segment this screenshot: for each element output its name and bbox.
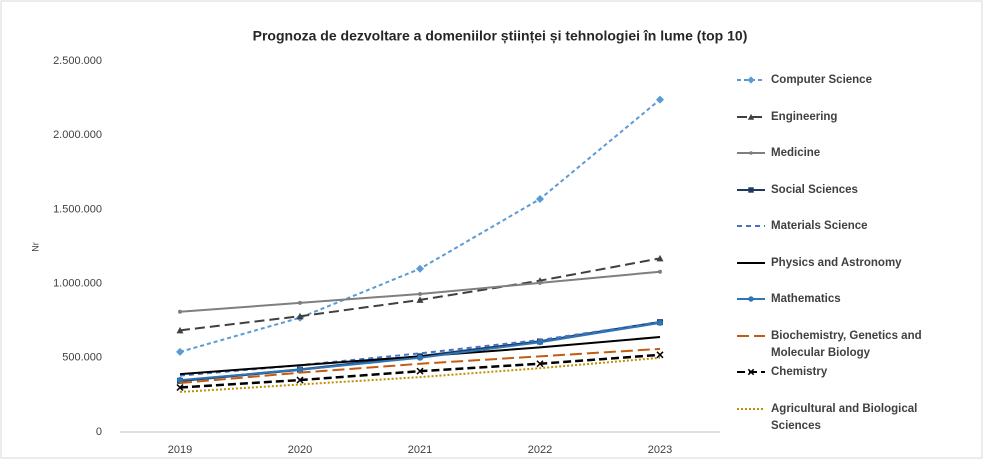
legend-swatch xyxy=(737,407,765,410)
legend-item: Biochemistry, Genetics and Molecular Bio… xyxy=(735,328,970,362)
marker xyxy=(177,377,183,384)
marker xyxy=(657,319,663,326)
marker xyxy=(747,368,755,376)
marker xyxy=(748,296,754,302)
marker xyxy=(176,383,184,392)
marker xyxy=(416,264,424,273)
y-tick-label: 2.000.000 xyxy=(53,129,102,141)
x-tick-label: 2019 xyxy=(168,444,192,456)
legend-swatch xyxy=(737,368,765,376)
legend-swatch xyxy=(737,334,765,337)
marker xyxy=(656,351,664,359)
marker xyxy=(747,76,755,84)
legend-item: Mathematics xyxy=(735,291,970,308)
legend-swatch xyxy=(737,186,765,193)
series-line xyxy=(179,356,661,393)
marker xyxy=(296,312,304,320)
marker xyxy=(416,367,424,375)
marker xyxy=(658,269,662,274)
marker xyxy=(418,291,422,296)
legend-swatch xyxy=(737,225,765,227)
legend-label: Mathematics xyxy=(771,293,841,305)
marker xyxy=(298,300,302,305)
y-tick-label: 0 xyxy=(96,426,102,438)
marker xyxy=(178,309,182,314)
chart-title: Prognoza de dezvoltare a domeniilor știi… xyxy=(253,28,748,44)
y-tick-label: 500.000 xyxy=(62,352,102,364)
marker xyxy=(536,360,544,368)
marker xyxy=(656,254,664,262)
legend-label: Chemistry xyxy=(771,366,828,378)
legend-label: Physics and Astronomy xyxy=(771,256,902,269)
marker xyxy=(536,195,544,204)
legend-item: Materials Science xyxy=(735,218,970,235)
legend-label: Social Sciences xyxy=(771,183,858,196)
legend-swatch xyxy=(737,76,765,84)
x-tick-label: 2021 xyxy=(408,444,432,456)
marker xyxy=(297,366,303,373)
marker xyxy=(417,354,423,361)
legend-swatch xyxy=(737,261,765,264)
series-line xyxy=(179,347,661,385)
legend-label: Computer Science xyxy=(771,74,872,86)
legend-item: Social Sciences xyxy=(735,182,970,199)
x-tick-label: 2020 xyxy=(288,444,312,456)
legend-item: Medicine xyxy=(735,145,970,162)
legend-label: Materials Science xyxy=(771,220,868,232)
marker xyxy=(537,339,543,346)
y-axis-label: Nr xyxy=(30,242,40,252)
marker xyxy=(749,151,753,155)
legend-label: Medicine xyxy=(771,147,821,159)
marker xyxy=(416,296,424,303)
legend-item: Engineering xyxy=(735,109,970,126)
legend-item: Physics and Astronomy xyxy=(735,255,970,272)
marker xyxy=(747,113,755,120)
x-tick-label: 2022 xyxy=(528,444,552,456)
marker xyxy=(176,347,184,356)
legend-label: Engineering xyxy=(771,110,838,123)
marker xyxy=(296,376,304,384)
marker xyxy=(656,95,664,104)
legend-item: Chemistry xyxy=(735,364,970,381)
y-tick-label: 1.500.000 xyxy=(53,203,102,215)
x-tick-label: 2023 xyxy=(648,444,672,456)
y-tick-label: 2.500.000 xyxy=(53,55,102,67)
legend-swatch xyxy=(737,151,765,155)
legend-label: Agricultural and Biological Sciences xyxy=(771,402,918,432)
legend-label: Biochemistry, Genetics and Molecular Bio… xyxy=(771,329,922,359)
legend-item: Agricultural and Biological Sciences xyxy=(735,401,970,435)
marker xyxy=(748,186,754,193)
marker xyxy=(176,326,184,334)
y-tick-label: 1.000.000 xyxy=(53,278,102,290)
marker xyxy=(538,280,542,285)
legend-item: Computer Science xyxy=(735,72,970,89)
legend-swatch xyxy=(737,113,765,120)
legend-swatch xyxy=(737,296,765,302)
